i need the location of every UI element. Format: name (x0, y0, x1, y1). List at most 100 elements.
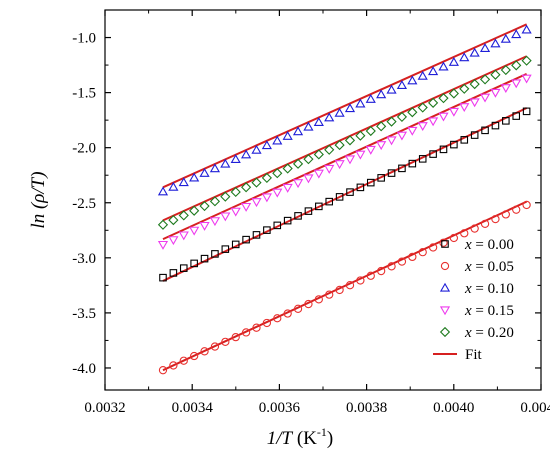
fit-line (162, 23, 528, 189)
data-point (282, 163, 293, 174)
data-point (398, 164, 406, 173)
data-point (324, 112, 335, 122)
data-point (190, 259, 198, 268)
data-point (429, 150, 437, 158)
data-point (407, 75, 418, 85)
data-point (292, 158, 304, 169)
data-point (491, 121, 500, 130)
data-point (459, 52, 470, 62)
data-point (324, 164, 335, 174)
data-point (491, 214, 500, 224)
data-point (189, 205, 200, 216)
fit-line (162, 72, 528, 241)
data-point (355, 150, 366, 160)
data-point (334, 139, 345, 151)
data-point (376, 141, 387, 151)
data-point (231, 332, 240, 342)
data-point (418, 155, 427, 163)
data-point (303, 154, 314, 165)
data-point (346, 188, 354, 196)
data-point (179, 356, 188, 365)
data-point (294, 212, 302, 220)
data-point (376, 89, 387, 99)
data-point (344, 103, 356, 113)
data-point (282, 183, 293, 193)
data-point (500, 33, 511, 43)
data-point (417, 122, 428, 132)
data-point (428, 117, 439, 127)
data-point (303, 121, 314, 131)
data-point (273, 221, 282, 230)
x-tick-label: 0.0038 (346, 400, 387, 416)
fit-line (162, 107, 528, 282)
data-point (387, 262, 396, 271)
data-point (459, 83, 470, 94)
data-point (511, 79, 522, 89)
data-point (242, 235, 250, 244)
data-point (490, 88, 501, 98)
data-point (490, 38, 501, 48)
data-point (168, 181, 179, 191)
data-point (439, 145, 448, 154)
data-point (157, 240, 169, 250)
data-point (355, 130, 366, 141)
x-tick-label: 0.0032 (84, 400, 125, 416)
y-tick-label: -1.0 (72, 31, 96, 47)
data-point (230, 154, 241, 164)
data-point (502, 117, 510, 125)
data-point (438, 93, 449, 104)
data-point (470, 224, 479, 233)
data-point (221, 245, 230, 253)
data-point (200, 254, 209, 263)
data-point (252, 231, 261, 239)
data-point (169, 269, 178, 277)
data-point (313, 169, 324, 179)
data-point (211, 250, 219, 258)
data-point (221, 337, 230, 347)
data-point (335, 285, 344, 295)
axis-ticks: 0.0032 0.0034 0.0036 0.0038 0.0040 0.0042 -4.0… (72, 10, 550, 416)
data-point (396, 131, 408, 141)
data-point (397, 257, 407, 266)
legend-label: x = 0.05 (464, 259, 514, 275)
data-point (241, 202, 252, 212)
legend: x = 0.00 x = 0.05 x = 0.10 x = 0.15 x = 0.20… (433, 237, 514, 363)
data-point (199, 200, 210, 212)
data-point (438, 112, 449, 122)
data-point (396, 80, 408, 89)
data-point (304, 207, 313, 215)
legend-label: x = 0.20 (464, 325, 514, 341)
legend-label: x = 0.00 (464, 237, 514, 253)
data-point (376, 121, 387, 132)
y-tick-label: -3.0 (72, 251, 96, 267)
data-point (460, 229, 469, 238)
data-point (344, 135, 356, 146)
data-point (159, 273, 167, 282)
data-point (158, 366, 168, 375)
data-point (230, 207, 241, 217)
y-tick-label: -4.0 (72, 361, 96, 377)
data-point (481, 126, 489, 135)
data-point (366, 178, 375, 187)
data-point (157, 186, 169, 196)
data-point (261, 172, 272, 183)
data-point (480, 219, 490, 228)
data-point (469, 47, 480, 57)
data-point (511, 29, 522, 39)
data-point (272, 135, 283, 145)
y-tick-label: -2.5 (72, 196, 96, 212)
data-point (479, 43, 491, 52)
data-point (448, 56, 459, 66)
data-point (282, 130, 293, 140)
data-point (189, 172, 200, 182)
y-tick-label: -3.5 (72, 306, 96, 322)
data-point (511, 60, 522, 71)
data-point (324, 144, 335, 155)
x-tick-label: 0.0042 (520, 400, 550, 416)
data-point (220, 158, 231, 168)
data-point (209, 196, 221, 207)
data-point (521, 55, 532, 66)
data-point (179, 264, 188, 272)
data-point (366, 271, 375, 280)
